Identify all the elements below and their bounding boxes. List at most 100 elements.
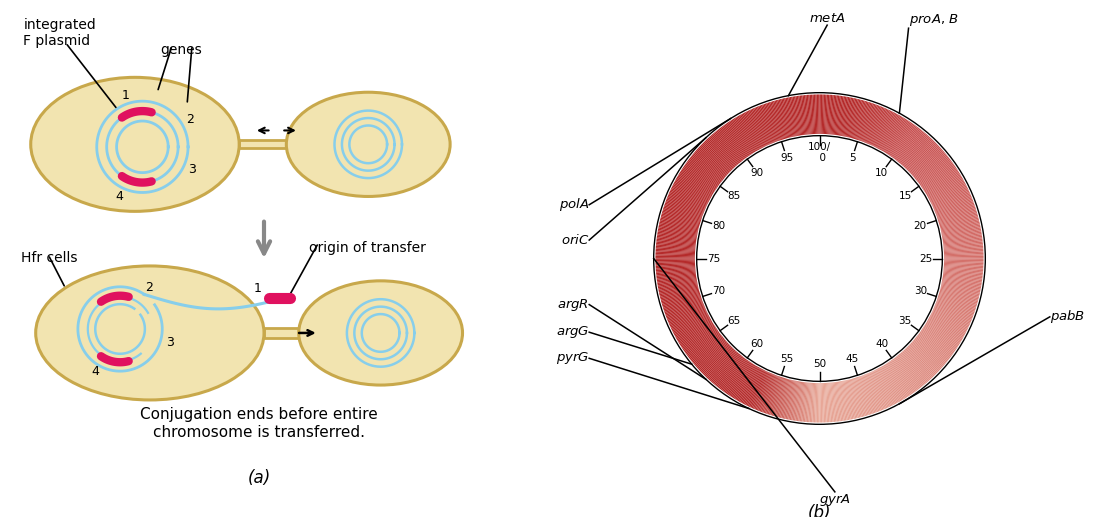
Polygon shape bbox=[928, 314, 967, 335]
Polygon shape bbox=[653, 251, 696, 254]
Polygon shape bbox=[688, 158, 722, 185]
Polygon shape bbox=[869, 107, 887, 146]
Polygon shape bbox=[918, 160, 954, 186]
Polygon shape bbox=[845, 378, 856, 421]
Polygon shape bbox=[905, 139, 936, 171]
Polygon shape bbox=[713, 131, 741, 164]
Polygon shape bbox=[796, 380, 803, 423]
Polygon shape bbox=[697, 342, 729, 372]
Polygon shape bbox=[720, 357, 747, 392]
Polygon shape bbox=[792, 379, 801, 422]
Polygon shape bbox=[672, 315, 711, 337]
Polygon shape bbox=[682, 164, 718, 190]
Text: genes: genes bbox=[160, 42, 201, 56]
Polygon shape bbox=[752, 371, 770, 410]
Polygon shape bbox=[661, 294, 703, 308]
Polygon shape bbox=[674, 318, 713, 340]
Polygon shape bbox=[777, 377, 789, 419]
Polygon shape bbox=[858, 101, 873, 142]
Polygon shape bbox=[747, 109, 767, 148]
Polygon shape bbox=[692, 337, 725, 365]
Polygon shape bbox=[730, 118, 755, 155]
Polygon shape bbox=[873, 369, 893, 407]
Polygon shape bbox=[884, 362, 909, 399]
Polygon shape bbox=[939, 220, 981, 231]
Polygon shape bbox=[850, 98, 862, 140]
Polygon shape bbox=[811, 381, 814, 424]
Polygon shape bbox=[914, 337, 947, 365]
Polygon shape bbox=[766, 375, 781, 416]
Polygon shape bbox=[923, 325, 959, 349]
Polygon shape bbox=[654, 242, 697, 248]
Polygon shape bbox=[734, 364, 757, 401]
Polygon shape bbox=[678, 172, 715, 195]
Polygon shape bbox=[668, 309, 707, 327]
Polygon shape bbox=[943, 254, 986, 256]
Polygon shape bbox=[869, 370, 889, 410]
Polygon shape bbox=[748, 369, 768, 409]
Polygon shape bbox=[843, 379, 852, 421]
Polygon shape bbox=[925, 173, 962, 196]
Polygon shape bbox=[705, 347, 736, 380]
Polygon shape bbox=[939, 285, 981, 296]
Polygon shape bbox=[664, 199, 705, 216]
Polygon shape bbox=[686, 159, 722, 186]
Polygon shape bbox=[926, 177, 965, 199]
Polygon shape bbox=[659, 214, 701, 227]
Polygon shape bbox=[698, 342, 730, 373]
Polygon shape bbox=[815, 93, 817, 136]
Polygon shape bbox=[772, 376, 785, 418]
Polygon shape bbox=[742, 368, 763, 406]
Polygon shape bbox=[701, 141, 733, 172]
Polygon shape bbox=[671, 313, 711, 334]
Polygon shape bbox=[812, 381, 815, 424]
Polygon shape bbox=[821, 93, 823, 135]
Polygon shape bbox=[932, 192, 972, 210]
Text: 15: 15 bbox=[899, 191, 912, 201]
Polygon shape bbox=[918, 331, 954, 357]
Polygon shape bbox=[767, 375, 781, 416]
Polygon shape bbox=[940, 231, 983, 239]
Polygon shape bbox=[859, 374, 874, 415]
Polygon shape bbox=[672, 314, 711, 335]
Polygon shape bbox=[668, 191, 707, 209]
Polygon shape bbox=[772, 99, 785, 141]
Polygon shape bbox=[836, 380, 843, 423]
Polygon shape bbox=[671, 183, 711, 204]
Polygon shape bbox=[924, 322, 961, 345]
Polygon shape bbox=[749, 108, 769, 147]
Polygon shape bbox=[747, 369, 767, 408]
Polygon shape bbox=[737, 114, 759, 152]
Polygon shape bbox=[773, 99, 786, 141]
Polygon shape bbox=[822, 381, 824, 424]
Polygon shape bbox=[894, 127, 922, 162]
Text: $\it{metA}$: $\it{metA}$ bbox=[808, 12, 846, 25]
Polygon shape bbox=[821, 382, 823, 424]
Polygon shape bbox=[936, 296, 977, 311]
Polygon shape bbox=[942, 266, 985, 270]
Polygon shape bbox=[653, 257, 696, 258]
Polygon shape bbox=[726, 360, 751, 396]
Ellipse shape bbox=[299, 281, 462, 385]
Polygon shape bbox=[654, 246, 697, 250]
Polygon shape bbox=[868, 106, 886, 146]
Polygon shape bbox=[840, 95, 849, 138]
Polygon shape bbox=[783, 96, 794, 139]
Ellipse shape bbox=[286, 92, 450, 196]
Polygon shape bbox=[914, 152, 947, 180]
Polygon shape bbox=[663, 299, 704, 315]
Polygon shape bbox=[708, 350, 738, 383]
Polygon shape bbox=[713, 353, 741, 386]
Polygon shape bbox=[697, 145, 729, 175]
Polygon shape bbox=[654, 238, 697, 245]
Polygon shape bbox=[656, 235, 697, 242]
Polygon shape bbox=[890, 123, 916, 159]
Polygon shape bbox=[746, 369, 766, 407]
Polygon shape bbox=[785, 96, 795, 139]
Polygon shape bbox=[660, 293, 702, 307]
Polygon shape bbox=[922, 325, 958, 350]
Polygon shape bbox=[933, 194, 972, 211]
Polygon shape bbox=[911, 340, 944, 370]
Polygon shape bbox=[829, 93, 834, 136]
Polygon shape bbox=[913, 338, 946, 366]
